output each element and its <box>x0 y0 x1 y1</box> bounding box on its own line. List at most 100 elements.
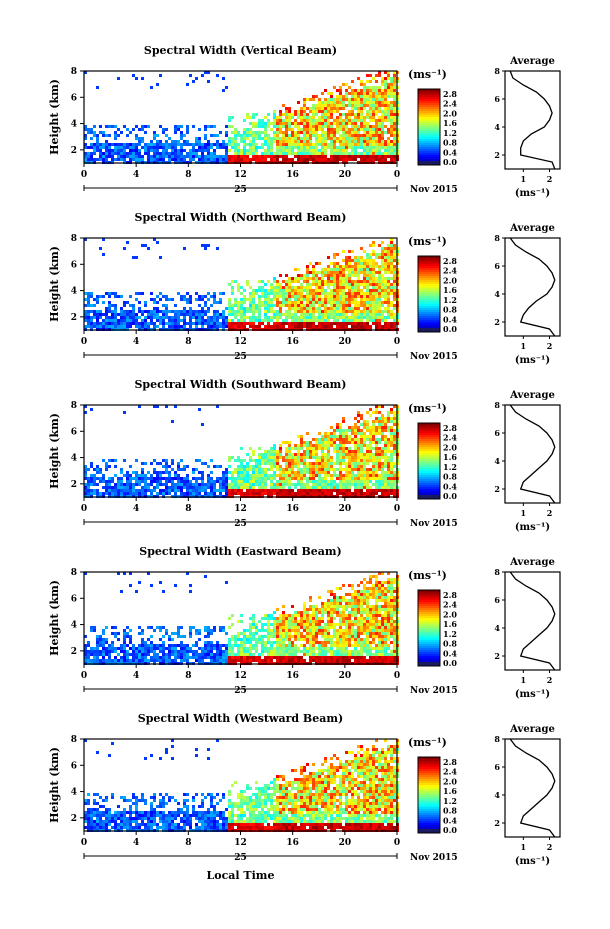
heatmap-cell <box>336 301 339 304</box>
heatmap-cell <box>213 310 216 313</box>
heatmap-cell <box>372 155 375 158</box>
heatmap-cell <box>264 152 267 155</box>
heatmap-cell <box>96 635 99 638</box>
heatmap-cell <box>213 492 216 495</box>
heatmap-cell <box>384 149 387 152</box>
heatmap-cell <box>165 632 168 635</box>
x-tick-label: 20 <box>339 337 352 347</box>
heatmap-cell <box>153 656 156 659</box>
heatmap-cell <box>357 92 360 95</box>
heatmap-cell <box>300 438 303 441</box>
heatmap-cell <box>303 107 306 110</box>
heatmap-cell <box>342 319 345 322</box>
heatmap-cell <box>186 310 189 313</box>
heatmap-cell <box>204 304 207 307</box>
heatmap-cell <box>369 253 372 256</box>
heatmap-cell <box>345 116 348 119</box>
heatmap-cell <box>108 301 111 304</box>
heatmap-cell <box>204 149 207 152</box>
heatmap-cell <box>174 140 177 143</box>
heatmap-cell <box>150 626 153 629</box>
heatmap-cell <box>390 155 393 158</box>
heatmap-cell <box>375 441 378 444</box>
heatmap-cell <box>390 92 393 95</box>
heatmap-cell <box>285 441 288 444</box>
heatmap-cell <box>273 304 276 307</box>
x-tick-label: 8 <box>185 170 191 180</box>
heatmap-cell <box>351 459 354 462</box>
heatmap-cell <box>348 268 351 271</box>
heatmap-cell <box>381 265 384 268</box>
heatmap-cell <box>114 134 117 137</box>
heatmap-cell <box>144 244 147 247</box>
heatmap-cell <box>372 241 375 244</box>
heatmap-cell <box>288 125 291 128</box>
heatmap-cell <box>273 313 276 316</box>
heatmap-cell <box>201 313 204 316</box>
heatmap-cell <box>210 143 213 146</box>
heatmap-cell <box>174 405 177 408</box>
heatmap-cell <box>333 468 336 471</box>
heatmap-cell <box>324 110 327 113</box>
heatmap-cell <box>393 104 396 107</box>
heatmap-cell <box>375 450 378 453</box>
heatmap-cell <box>129 465 132 468</box>
heatmap-cell <box>240 137 243 140</box>
heatmap-cell <box>339 86 342 89</box>
heatmap-cell <box>375 146 378 149</box>
heatmap-cell <box>363 313 366 316</box>
heatmap-cell <box>207 158 210 161</box>
heatmap-cell <box>384 89 387 92</box>
heatmap-cell <box>180 137 183 140</box>
heatmap-cell <box>102 477 105 480</box>
heatmap-cell <box>333 101 336 104</box>
heatmap-cell <box>381 450 384 453</box>
heatmap-cell <box>285 489 288 492</box>
heatmap-cell <box>288 310 291 313</box>
heatmap-cell <box>393 486 396 489</box>
heatmap-cell <box>339 274 342 277</box>
heatmap-cell <box>90 480 93 483</box>
heatmap-cell <box>393 441 396 444</box>
heatmap-cell <box>360 450 363 453</box>
heatmap-cell <box>381 477 384 480</box>
heatmap-cell <box>120 316 123 319</box>
heatmap-cell <box>162 489 165 492</box>
heatmap-cell <box>270 483 273 486</box>
heatmap-cell <box>174 131 177 134</box>
heatmap-cell <box>324 432 327 435</box>
colorbar-tick-label: 0.4 <box>443 147 457 157</box>
heatmap-cell <box>312 128 315 131</box>
colorbar-swatch <box>418 308 440 311</box>
heatmap-cell <box>303 119 306 122</box>
heatmap-cell <box>162 656 165 659</box>
heatmap-cell <box>246 492 249 495</box>
heatmap-cell <box>228 489 231 492</box>
heatmap-cell <box>330 128 333 131</box>
heatmap-cell <box>84 292 87 295</box>
heatmap-cell <box>282 155 285 158</box>
heatmap-cell <box>246 143 249 146</box>
heatmap-cell <box>327 158 330 161</box>
heatmap-cell <box>324 468 327 471</box>
heatmap-cell <box>180 143 183 146</box>
heatmap-cell <box>312 152 315 155</box>
heatmap-cell <box>360 83 363 86</box>
heatmap-cell <box>306 450 309 453</box>
heatmap-cell <box>351 301 354 304</box>
heatmap-cell <box>330 480 333 483</box>
heatmap-cell <box>246 322 249 325</box>
heatmap-cell <box>288 447 291 450</box>
heatmap-cell <box>363 298 366 301</box>
heatmap-cell <box>351 474 354 477</box>
heatmap-cell <box>246 480 249 483</box>
colorbar-swatch <box>418 137 440 140</box>
heatmap-cell <box>252 143 255 146</box>
heatmap-cell <box>330 110 333 113</box>
heatmap-cell <box>360 292 363 295</box>
heatmap-cell <box>300 283 303 286</box>
heatmap-cell <box>231 125 234 128</box>
heatmap-cell <box>339 483 342 486</box>
heatmap-cell <box>150 149 153 152</box>
heatmap-cell <box>135 590 138 593</box>
